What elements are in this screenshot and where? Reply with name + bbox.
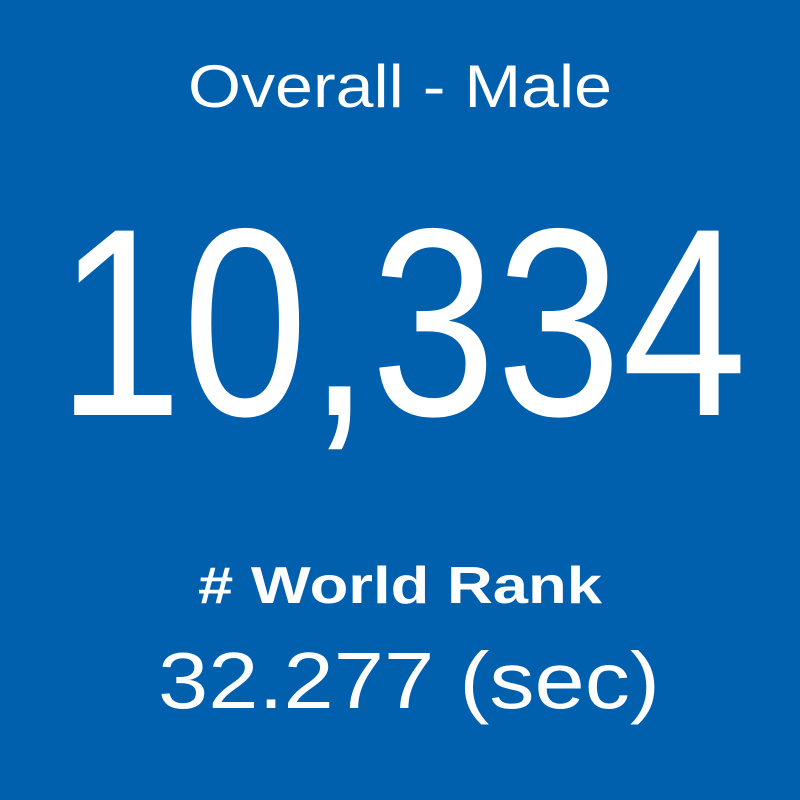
tile-count: 10,334 bbox=[57, 172, 747, 472]
tile-time: 32.277 (sec) bbox=[158, 636, 660, 725]
rank-label: # World Rank bbox=[198, 557, 602, 615]
tile-title: Overall - Male bbox=[188, 53, 612, 120]
